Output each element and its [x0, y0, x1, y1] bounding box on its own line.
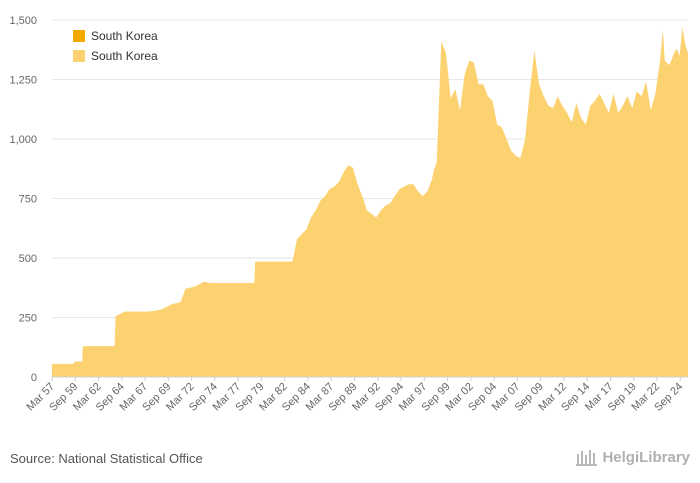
y-axis-ticks: 0 250 500 750 1,000 1,250 1,500	[9, 15, 37, 384]
y-tick-label: 1,500	[9, 15, 37, 27]
legend: South Korea South Korea	[73, 29, 158, 63]
y-tick-label: 1,000	[9, 134, 37, 146]
area-layer	[52, 27, 688, 377]
y-tick-label: 250	[19, 313, 37, 325]
legend-label-1: South Korea	[91, 29, 158, 43]
y-tick-label: 0	[31, 372, 37, 384]
library-logo-icon	[576, 450, 598, 466]
source-note: Source: National Statistical Office	[10, 451, 203, 466]
y-tick-label: 750	[19, 194, 37, 206]
y-tick-label: 500	[19, 253, 37, 265]
legend-label-2: South Korea	[91, 49, 158, 63]
legend-swatch-1	[73, 30, 85, 42]
legend-swatch-2	[73, 50, 85, 62]
y-tick-label: 1,250	[9, 75, 37, 87]
brand[interactable]: HelgiLibrary	[576, 448, 690, 466]
brand-name: HelgiLibrary	[602, 448, 690, 466]
area-series-2	[52, 27, 688, 377]
